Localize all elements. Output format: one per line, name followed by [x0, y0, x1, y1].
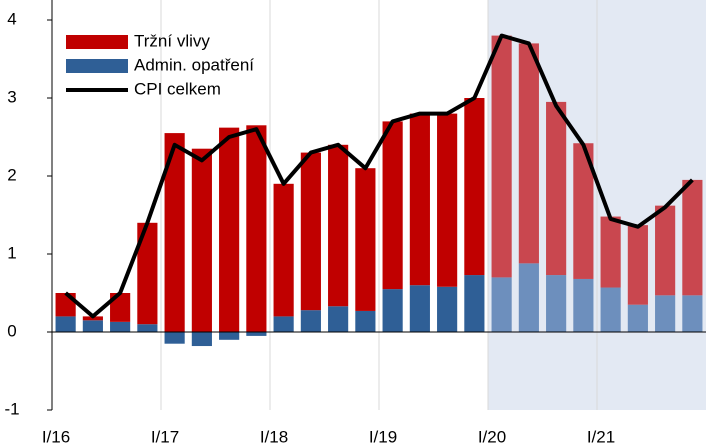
bar [518, 263, 539, 332]
bar [300, 310, 321, 332]
bar [600, 216, 621, 288]
y-tick-label: 4 [7, 9, 16, 28]
bar [328, 306, 349, 332]
cpi-line [64, 33, 694, 319]
bar [300, 152, 321, 311]
bar [464, 275, 485, 332]
y-tick-label: 0 [7, 321, 16, 340]
bar [191, 148, 212, 332]
bar [437, 113, 458, 287]
bar [110, 293, 131, 322]
bar [382, 121, 403, 290]
x-tick-label: I/18 [260, 427, 288, 446]
legend-swatch [66, 35, 128, 49]
x-tick-label: I/17 [151, 427, 179, 446]
bar [137, 324, 158, 332]
bar [409, 285, 430, 332]
bar [573, 278, 594, 332]
bar [682, 179, 703, 296]
legend-label: Tržní vlivy [134, 31, 210, 50]
bar [219, 127, 240, 332]
bar [137, 222, 158, 325]
legend-label: CPI celkem [134, 79, 221, 98]
x-tick-label: I/16 [42, 427, 70, 446]
bar [464, 98, 485, 276]
bar [600, 287, 621, 332]
bar [627, 225, 648, 305]
bar [491, 277, 512, 332]
bar [55, 316, 76, 332]
y-tick-label: 1 [7, 243, 16, 262]
legend-label: Admin. opatření [134, 55, 254, 74]
y-tick-label: -1 [4, 399, 19, 418]
bar [627, 304, 648, 332]
bar [82, 320, 103, 332]
bar [164, 332, 185, 344]
bar [682, 295, 703, 332]
bar [355, 168, 376, 311]
bar [246, 332, 267, 336]
bar [518, 43, 539, 264]
bar [573, 143, 594, 279]
bar [655, 295, 676, 332]
bar [219, 332, 240, 340]
bar [164, 133, 185, 332]
bar [546, 101, 567, 276]
bar [655, 205, 676, 296]
bar [355, 310, 376, 332]
y-tick-label: 3 [7, 87, 16, 106]
legend-swatch [66, 59, 128, 73]
x-tick-label: I/19 [369, 427, 397, 446]
bar [110, 321, 131, 332]
bar [409, 113, 430, 286]
bar [382, 289, 403, 332]
bar [437, 286, 458, 332]
bar [273, 316, 294, 332]
bar [273, 183, 294, 317]
y-tick-label: 2 [7, 165, 16, 184]
bar [546, 275, 567, 332]
x-tick-label: I/21 [587, 427, 615, 446]
bar [191, 332, 212, 347]
bar [491, 35, 512, 278]
bar [328, 144, 349, 307]
bar [246, 125, 267, 332]
x-tick-label: I/20 [478, 427, 506, 446]
